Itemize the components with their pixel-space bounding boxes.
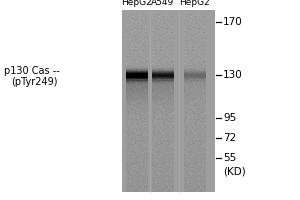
Bar — [122, 10, 215, 192]
Text: 72: 72 — [223, 133, 236, 143]
Text: p130 Cas --: p130 Cas -- — [4, 66, 60, 76]
Text: HepG2: HepG2 — [180, 0, 210, 7]
Text: 130: 130 — [223, 70, 243, 80]
Text: (KD): (KD) — [223, 167, 246, 177]
Text: (pTyr249): (pTyr249) — [11, 77, 58, 87]
Text: 170: 170 — [223, 17, 243, 27]
Text: A549: A549 — [152, 0, 175, 7]
Text: 55: 55 — [223, 153, 236, 163]
Text: 95: 95 — [223, 113, 236, 123]
Text: HepG2: HepG2 — [122, 0, 152, 7]
